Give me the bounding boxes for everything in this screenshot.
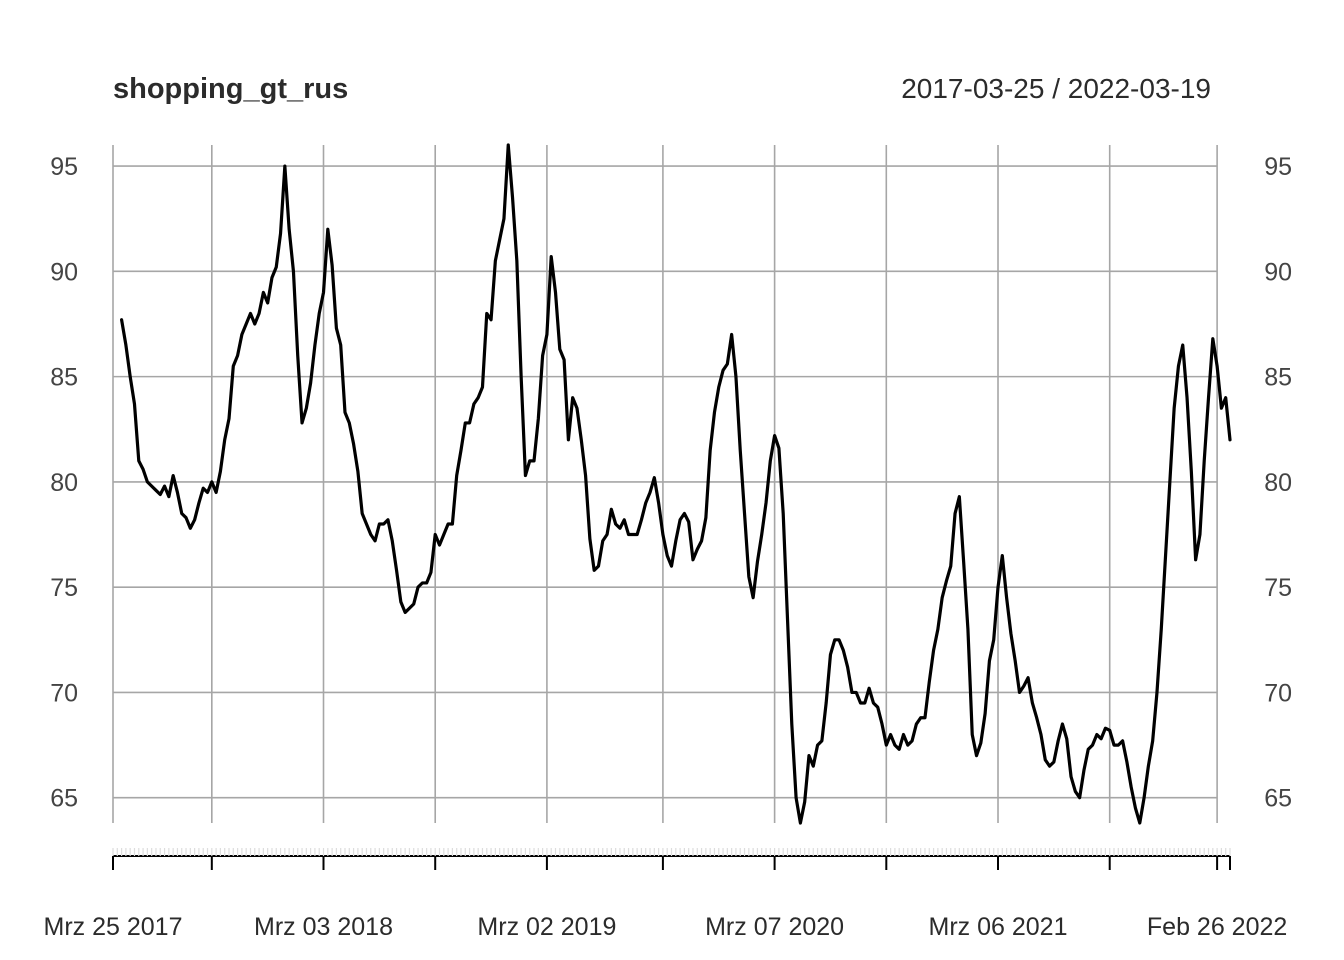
date-range-label: 2017-03-25 / 2022-03-19 [901,73,1211,104]
x-tick-label: Mrz 25 2017 [44,913,183,941]
y-tick-label-right: 90 [1264,258,1292,286]
series-line [119,143,1232,825]
x-axis: Mrz 25 2017 Mrz 03 2018 Mrz 02 2019 Mrz 07 … [44,848,1287,941]
x-tick-label: Feb 26 2022 [1147,913,1287,941]
y-axis-left-ticks: 65 70 75 80 85 90 95 [50,153,78,813]
y-tick-label-right: 65 [1264,785,1292,813]
y-tick-label-right: 85 [1264,364,1292,392]
y-tick-label-right: 80 [1264,469,1292,497]
y-tick-label-right: 70 [1264,679,1292,707]
y-tick-label-left: 80 [50,469,78,497]
x-tick-label: Mrz 07 2020 [705,913,844,941]
y-tick-label-left: 85 [50,364,78,392]
y-tick-label-right: 75 [1264,574,1292,602]
chart-title: shopping_gt_rus [113,73,348,105]
x-tick-label: Mrz 02 2019 [477,913,616,941]
y-tick-label-left: 70 [50,679,78,707]
y-axis-right-ticks: 65 70 75 80 85 90 95 [1264,153,1292,813]
grid-lines [112,145,1218,823]
y-tick-label-left: 90 [50,258,78,286]
y-tick-label-left: 95 [50,153,78,181]
y-tick-label-left: 65 [50,785,78,813]
x-axis-minor-ticks [112,848,1231,856]
x-tick-label: Mrz 03 2018 [254,913,393,941]
y-tick-label-left: 75 [50,574,78,602]
y-tick-label-right: 95 [1264,153,1292,181]
x-tick-label: Mrz 06 2021 [929,913,1068,941]
